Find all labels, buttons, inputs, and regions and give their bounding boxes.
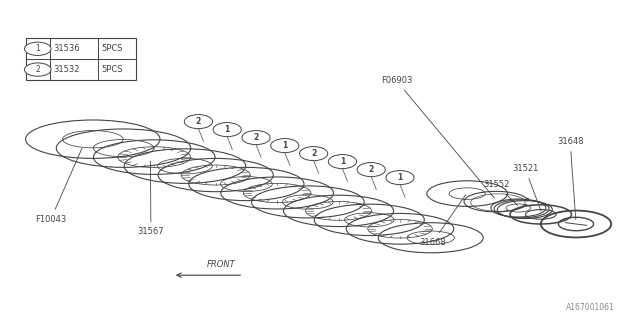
Text: 1: 1 — [397, 173, 403, 182]
Text: 31552: 31552 — [483, 180, 518, 205]
Text: 2: 2 — [369, 165, 374, 174]
Text: 31567: 31567 — [138, 161, 164, 236]
Text: 2: 2 — [35, 65, 40, 74]
Circle shape — [271, 139, 299, 153]
Circle shape — [242, 131, 270, 145]
Text: 2: 2 — [196, 117, 201, 126]
Text: 1: 1 — [282, 141, 287, 150]
Bar — [26, 38, 136, 80]
Circle shape — [357, 163, 385, 177]
Text: 31532: 31532 — [54, 65, 80, 74]
Circle shape — [213, 123, 241, 137]
Circle shape — [300, 147, 328, 161]
Text: 2: 2 — [311, 149, 316, 158]
Text: 31536: 31536 — [54, 44, 81, 53]
Text: A167001061: A167001061 — [566, 303, 614, 312]
Circle shape — [24, 63, 51, 76]
Text: 5PCS: 5PCS — [102, 65, 124, 74]
Text: 2: 2 — [253, 133, 259, 142]
Text: 1: 1 — [35, 44, 40, 53]
Text: 5PCS: 5PCS — [102, 44, 124, 53]
Circle shape — [24, 42, 51, 55]
Circle shape — [184, 115, 212, 129]
Text: F06903: F06903 — [381, 76, 494, 198]
Text: 31668: 31668 — [419, 195, 466, 247]
Circle shape — [386, 171, 414, 185]
Text: FRONT: FRONT — [207, 260, 235, 269]
Text: 1: 1 — [225, 125, 230, 134]
Text: F10043: F10043 — [35, 148, 82, 224]
Text: 1: 1 — [340, 157, 345, 166]
Text: 31648: 31648 — [557, 137, 584, 220]
Circle shape — [328, 155, 356, 169]
Text: 31521: 31521 — [512, 164, 541, 211]
